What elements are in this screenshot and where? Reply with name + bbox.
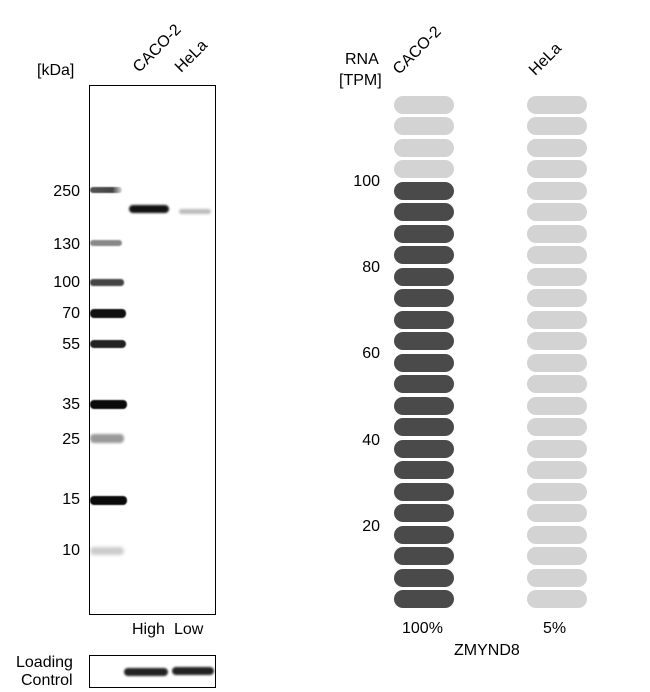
rna-unit-pill — [527, 289, 587, 307]
rna-axis-tick-60: 60 — [362, 345, 380, 362]
marker-label-100: 100 — [53, 274, 80, 291]
rna-unit-pill — [394, 224, 454, 243]
rna-unit-pill — [394, 95, 454, 114]
loading-control-image — [89, 655, 216, 688]
rna-unit-pill — [394, 181, 454, 200]
rna-cell-line-caco2: CACO-2 — [389, 23, 445, 79]
rna-unit-pill — [527, 332, 587, 350]
expression-label-high: High — [132, 621, 165, 638]
rna-unit-pill — [527, 138, 587, 157]
marker-label-15: 15 — [62, 491, 80, 508]
rna-unit-pill — [527, 396, 587, 415]
rna-unit-pill — [394, 525, 454, 544]
rna-unit-pill — [527, 482, 587, 501]
rna-unit-pill — [394, 396, 454, 415]
rna-unit-pill — [527, 439, 587, 458]
rna-axis-tick-80: 80 — [362, 259, 380, 276]
rna-unit-pill — [527, 117, 587, 135]
loading-band-caco2 — [124, 668, 168, 676]
rna-unit-pill — [527, 224, 587, 243]
rna-unit-pill — [527, 547, 587, 565]
sample-band-caco2 — [129, 205, 169, 213]
loading-band-hela — [172, 667, 214, 675]
marker-label-130: 130 — [53, 236, 80, 253]
rna-unit-pill — [394, 504, 454, 522]
marker-band-25 — [90, 434, 124, 443]
marker-label-25: 25 — [62, 431, 80, 448]
marker-label-35: 35 — [62, 396, 80, 413]
expression-label-low: Low — [174, 621, 204, 638]
gene-name-label: ZMYND8 — [454, 642, 520, 659]
rna-unit-pill — [394, 289, 454, 307]
loading-control-label-line1: Loading — [16, 654, 73, 671]
rna-unit-pill — [394, 482, 454, 501]
rna-unit-pill — [527, 310, 587, 329]
rna-cell-line-hela: HeLa — [525, 39, 566, 79]
rna-unit-pill — [394, 418, 454, 436]
lane-label-hela: HeLa — [171, 36, 212, 76]
rna-unit-pill — [394, 439, 454, 458]
rna-axis-tick-20: 20 — [362, 518, 380, 535]
rna-unit-pill — [527, 353, 587, 372]
rna-unit-pill — [527, 160, 587, 178]
western-blot-image — [89, 85, 216, 615]
marker-label-55: 55 — [62, 336, 80, 353]
marker-band-10 — [90, 547, 124, 555]
rna-unit-pill — [527, 461, 587, 479]
marker-label-250: 250 — [53, 183, 80, 200]
rna-unit-pill — [527, 525, 587, 544]
rna-unit-pill — [527, 418, 587, 436]
rna-unit-pill — [527, 203, 587, 221]
rna-unit-pill — [394, 375, 454, 393]
rna-unit-pill — [527, 246, 587, 264]
marker-band-35 — [90, 400, 127, 409]
rna-header-line2: [TPM] — [339, 72, 382, 89]
rna-unit-pill — [527, 590, 587, 608]
rna-unit-pill — [527, 181, 587, 200]
rna-unit-pill — [394, 590, 454, 608]
rna-axis-tick-40: 40 — [362, 432, 380, 449]
kda-unit-label: [kDa] — [37, 62, 75, 79]
rna-unit-pill — [394, 246, 454, 264]
sample-band-hela — [179, 209, 211, 214]
marker-band-15 — [90, 496, 127, 505]
rna-header-line1: RNA — [345, 51, 379, 68]
marker-band-100 — [90, 279, 124, 286]
rna-unit-pill — [394, 461, 454, 479]
marker-band-130 — [90, 240, 122, 246]
rna-unit-pill — [394, 353, 454, 372]
rna-axis-tick-100: 100 — [353, 173, 380, 190]
marker-label-10: 10 — [62, 542, 80, 559]
rna-unit-pill — [394, 332, 454, 350]
marker-band-70 — [90, 309, 126, 318]
marker-band-250 — [90, 187, 122, 193]
rna-unit-pill — [527, 504, 587, 522]
rna-unit-pill — [394, 310, 454, 329]
rna-unit-pill — [394, 568, 454, 587]
rna-percentage-hela: 5% — [543, 620, 567, 637]
rna-percentage-caco2: 100% — [402, 620, 443, 637]
rna-unit-pill — [394, 203, 454, 221]
rna-unit-pill — [527, 95, 587, 114]
rna-unit-pill — [394, 138, 454, 157]
rna-unit-pill — [527, 568, 587, 587]
loading-control-label-line2: Control — [21, 672, 73, 689]
rna-unit-pill — [527, 375, 587, 393]
rna-unit-pill — [394, 547, 454, 565]
marker-band-55 — [90, 340, 126, 348]
rna-unit-pill — [394, 117, 454, 135]
rna-unit-pill — [527, 267, 587, 286]
rna-unit-pill — [394, 267, 454, 286]
marker-label-70: 70 — [62, 305, 80, 322]
rna-unit-pill — [394, 160, 454, 178]
